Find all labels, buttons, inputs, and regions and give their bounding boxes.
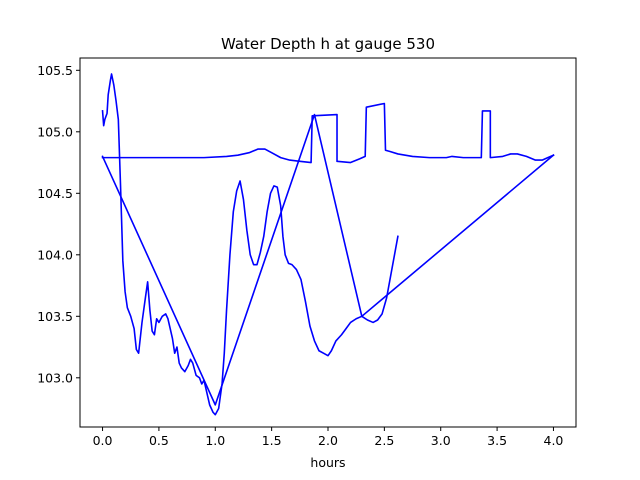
x-tick-label: 2.0	[318, 433, 338, 448]
x-tick-label: 1.0	[205, 433, 225, 448]
x-tick-label: 2.5	[374, 433, 394, 448]
y-tick-label: 103.0	[37, 370, 73, 385]
x-tick-label: 1.5	[262, 433, 282, 448]
series-line-2	[101, 113, 555, 406]
series-line-1	[101, 73, 399, 416]
x-tick-label: 0.5	[149, 433, 169, 448]
y-tick-label: 103.5	[37, 309, 73, 324]
x-tick-label: 4.0	[544, 433, 564, 448]
plot-area	[101, 73, 555, 416]
x-tick-label: 3.0	[431, 433, 451, 448]
y-tick-label: 105.5	[37, 63, 73, 78]
series-line-3	[101, 102, 555, 164]
y-tick-label: 105.0	[37, 124, 73, 139]
chart-title: Water Depth h at gauge 530	[221, 35, 435, 53]
y-tick-label: 104.0	[37, 247, 73, 262]
y-tick-label: 104.5	[37, 186, 73, 201]
axes: 0.0 0.5 1.0 1.5 2.0 2.5 3.0 3.5 4.0 103.0 103.5 104…	[37, 57, 577, 448]
x-axis-label: hours	[310, 455, 345, 470]
x-tick-label: 0.0	[93, 433, 113, 448]
x-tick-label: 3.5	[487, 433, 507, 448]
